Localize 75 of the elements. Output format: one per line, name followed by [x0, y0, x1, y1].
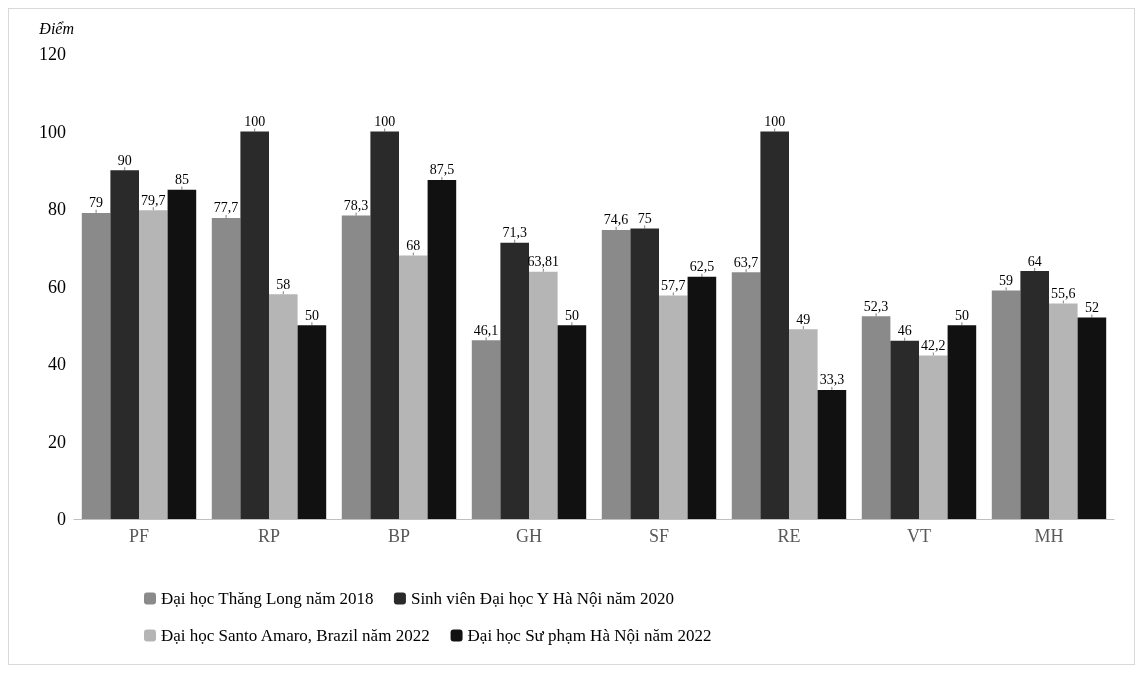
data-label: 52 [1084, 300, 1099, 315]
data-label: 57,7 [661, 277, 686, 293]
data-label: 59 [999, 272, 1014, 288]
data-label: 90 [117, 152, 132, 168]
y-tick-label: 100 [39, 121, 66, 142]
data-label: 74,6 [603, 212, 629, 228]
legend-label: Sinh viên Đại học Y Hà Nội năm 2020 [410, 589, 675, 608]
bar [427, 179, 457, 519]
data-label: 50 [564, 307, 579, 323]
data-label: 50 [954, 307, 969, 323]
bar [630, 228, 659, 519]
bar [1020, 271, 1049, 519]
y-tick-label: 120 [39, 44, 66, 64]
x-tick-label: SF [648, 526, 670, 546]
y-tick-label: 0 [57, 509, 66, 529]
bar [760, 131, 789, 519]
bar [991, 290, 1021, 519]
data-label: 50 [304, 307, 319, 323]
legend-label: Đại học Sư phạm Hà Nội năm 2022 [467, 626, 712, 645]
y-tick-label: 80 [48, 199, 66, 219]
y-tick-label: 20 [48, 431, 66, 452]
data-label: 63,7 [733, 254, 759, 270]
bar [687, 276, 717, 519]
data-label: 62,5 [689, 259, 715, 275]
bar [890, 340, 919, 519]
x-tick-label: GH [516, 526, 542, 546]
data-label: 87,5 [429, 162, 455, 178]
bar [167, 189, 197, 519]
data-label: 100 [764, 114, 786, 129]
bar [861, 316, 891, 519]
bar [601, 229, 631, 519]
legend-label: Đại học Santo Amaro, Brazil năm 2022 [161, 626, 430, 645]
bar [240, 131, 269, 519]
data-label: 42,2 [921, 337, 946, 353]
bar [370, 131, 399, 519]
bar [817, 389, 847, 519]
bar [947, 325, 977, 519]
bar [110, 170, 139, 519]
bar [471, 340, 501, 519]
data-label: 46 [897, 323, 912, 339]
data-label: 33,3 [819, 372, 845, 388]
data-label: 75 [637, 210, 652, 226]
data-label: 100 [374, 114, 396, 129]
data-label: 49 [796, 311, 811, 327]
y-tick-label: 60 [48, 276, 66, 297]
data-label: 78,3 [343, 198, 369, 214]
data-label: 55,6 [1051, 286, 1076, 302]
bar [500, 242, 529, 519]
bar [211, 217, 241, 519]
x-tick-label: RP [257, 526, 281, 546]
x-tick-label: RE [777, 526, 801, 546]
data-label: 85 [174, 172, 189, 188]
data-label: 68 [406, 238, 421, 253]
data-label: 46,1 [473, 322, 499, 338]
data-label: 71,3 [502, 225, 527, 241]
x-tick-label: BP [387, 526, 411, 546]
y-axis-title: Điểm [38, 19, 74, 37]
data-label: 64 [1027, 253, 1042, 269]
x-tick-label: MH [1034, 526, 1064, 546]
bar [1077, 317, 1107, 519]
data-label: 77,7 [213, 200, 239, 216]
data-label: 100 [244, 114, 266, 129]
bar [731, 272, 761, 519]
data-label: 52,3 [863, 298, 889, 314]
data-label: 79,7 [141, 192, 166, 208]
x-tick-label: VT [907, 526, 931, 546]
bar [557, 325, 587, 519]
data-label: 58 [276, 276, 291, 292]
bar [297, 325, 327, 519]
bar [341, 215, 371, 519]
y-tick-label: 40 [48, 354, 66, 374]
bar [81, 212, 111, 519]
legend-label: Đại học Thăng Long năm 2018 [161, 589, 374, 608]
data-label: 79 [89, 195, 104, 211]
x-tick-label: PF [128, 526, 150, 546]
